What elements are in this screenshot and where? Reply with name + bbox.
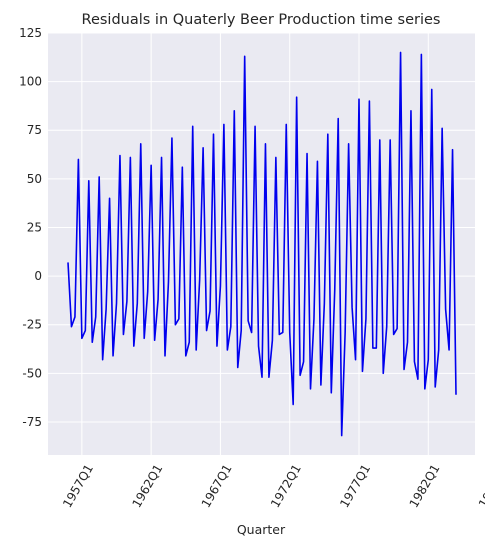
y-tick-label: 125: [19, 26, 42, 40]
series-line-0: [67, 51, 457, 437]
y-tick-label: 100: [19, 75, 42, 89]
x-tick-label: 1962Q1: [129, 462, 165, 510]
y-tick-label: -25: [22, 318, 42, 332]
chart-title: Residuals in Quaterly Beer Production ti…: [82, 12, 441, 28]
y-tick-labels: -75 -50 -25 0 25 50 75 100 125: [19, 26, 42, 429]
x-tick-label: 1977Q1: [337, 462, 373, 510]
y-tick-label: -50: [22, 366, 42, 380]
y-tick-label: -75: [22, 415, 42, 429]
plot-area: [48, 33, 475, 455]
x-tick-label: 1957Q1: [60, 462, 96, 510]
series-layer: [67, 51, 457, 437]
x-tick-label: 1987Q1: [476, 462, 485, 510]
x-axis-label: Quarter: [237, 522, 286, 537]
y-tick-label: 25: [27, 220, 42, 234]
x-tick-labels: 1957Q1 1962Q1 1967Q1 1972Q1 1977Q1 1982Q1 1987…: [60, 462, 485, 510]
y-tick-label: 75: [27, 123, 42, 137]
y-tick-label: 0: [34, 269, 42, 283]
x-tick-label: 1972Q1: [268, 462, 304, 510]
x-tick-label: 1967Q1: [199, 462, 235, 510]
x-tick-label: 1982Q1: [407, 462, 443, 510]
y-tick-label: 50: [27, 172, 42, 186]
